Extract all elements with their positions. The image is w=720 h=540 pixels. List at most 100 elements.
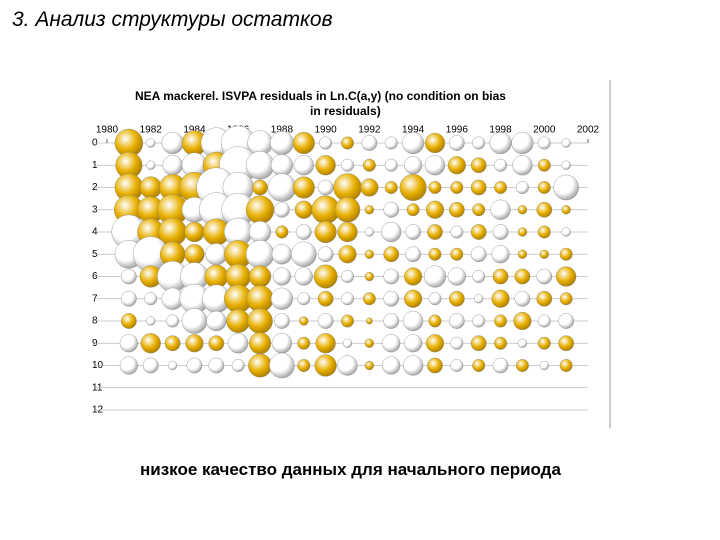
bubble [402, 355, 424, 376]
bubble [295, 224, 312, 240]
bubble [139, 176, 162, 199]
bubble [404, 267, 423, 286]
bubble [362, 158, 376, 172]
bubble [402, 310, 424, 332]
bubble [293, 155, 314, 176]
bubble [294, 267, 313, 286]
bubble [341, 158, 354, 172]
bubble [424, 155, 446, 176]
bubble [205, 243, 228, 266]
bubble [539, 249, 549, 259]
x-tick-label: 1990 [315, 125, 338, 136]
bubble [245, 151, 275, 180]
bubble [470, 157, 487, 174]
bubble [470, 179, 487, 196]
bubble [161, 131, 184, 155]
bubble [383, 246, 400, 263]
bubble [404, 289, 423, 308]
bubble [249, 220, 272, 244]
bubble [425, 200, 445, 219]
bubble [470, 246, 487, 263]
bubble [185, 334, 204, 353]
x-tick-label: 2000 [533, 125, 556, 136]
bubble [313, 264, 338, 289]
bubble [272, 267, 291, 286]
bubble [314, 354, 337, 377]
bubble [447, 156, 466, 175]
bubble [515, 181, 529, 194]
bubble [146, 316, 156, 326]
bubble [382, 334, 401, 353]
bubble [450, 247, 464, 261]
bubble [559, 359, 573, 372]
bubble [536, 290, 553, 307]
bubble [317, 290, 334, 307]
bubble [472, 203, 486, 217]
bubble [341, 292, 354, 306]
bubble [561, 138, 571, 148]
bubble [274, 201, 290, 218]
bubble [428, 314, 442, 328]
x-tick-label: 1996 [446, 125, 469, 136]
bubble [315, 155, 336, 176]
bubble [492, 357, 509, 374]
bubble [226, 309, 251, 333]
bubble [491, 245, 510, 264]
bubble [317, 179, 334, 196]
bubble [245, 240, 275, 269]
bubble [537, 136, 551, 150]
bubble [361, 135, 378, 151]
bubble [245, 195, 275, 224]
bubble [292, 176, 315, 199]
bubble [271, 244, 293, 265]
bubble [167, 360, 178, 371]
bubble [342, 338, 353, 348]
bubble [517, 205, 528, 215]
bubble [269, 131, 294, 155]
bubble [494, 181, 508, 194]
bubble [364, 360, 374, 371]
bubble [364, 271, 374, 282]
bubble [383, 313, 400, 329]
bubble [384, 158, 398, 172]
bubble [472, 136, 486, 150]
bubble [424, 132, 446, 154]
bubble [513, 311, 532, 331]
bubble [448, 201, 465, 218]
bubble [561, 227, 571, 237]
bubble [384, 136, 398, 150]
bubble [561, 205, 571, 215]
bubble [315, 333, 336, 354]
bubble [366, 317, 373, 325]
bubble [360, 178, 379, 197]
bubble [428, 292, 442, 306]
x-tick-label: 1994 [402, 125, 425, 136]
bubble [511, 131, 534, 155]
bubble [334, 197, 361, 223]
bubble [474, 294, 484, 304]
chart-title: NEA mackerel. ISVPA residuals in Ln.C(a,… [135, 89, 506, 103]
bubble [120, 313, 137, 329]
bubble [181, 308, 208, 334]
bubble [494, 158, 508, 172]
bubble [228, 333, 249, 354]
bubble [406, 203, 420, 217]
bubble [489, 131, 512, 155]
bubble [399, 174, 427, 201]
bubble [274, 313, 290, 329]
bubble [142, 357, 159, 374]
bubble [536, 201, 553, 218]
bubble [381, 221, 402, 243]
bubble [364, 227, 374, 237]
bubble [537, 314, 551, 328]
slide-title: 3. Анализ структуры остатков [12, 8, 333, 31]
bubble [267, 173, 297, 202]
bubble [559, 247, 573, 261]
bubble [252, 179, 268, 196]
bubble [515, 359, 529, 372]
bubble [425, 334, 445, 353]
bubble [275, 225, 289, 239]
bubble [514, 290, 531, 307]
bubble [492, 268, 509, 285]
bubble [450, 359, 464, 372]
